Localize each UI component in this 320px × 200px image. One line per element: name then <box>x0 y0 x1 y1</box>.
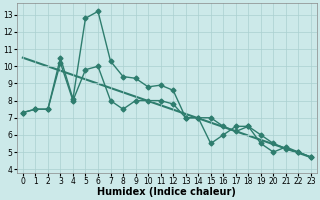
X-axis label: Humidex (Indice chaleur): Humidex (Indice chaleur) <box>98 187 236 197</box>
